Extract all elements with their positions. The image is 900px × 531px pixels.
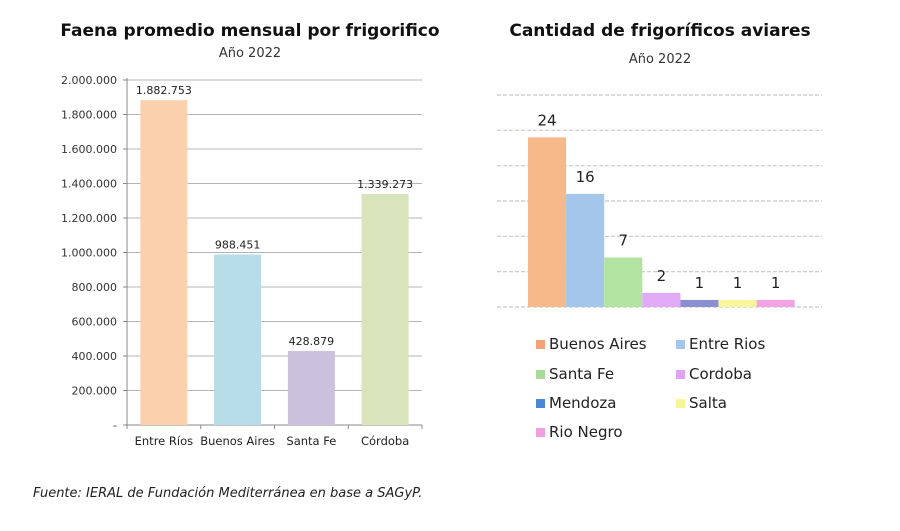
right-chart-title: Cantidad de frigoríficos aviares	[509, 21, 811, 41]
y-tick-label: 1.200.000	[61, 212, 117, 225]
y-tick-label: 400.000	[72, 350, 118, 363]
left-chart: - 200.000 400.000 600.000 800.000 1.000.000 1.…	[61, 74, 423, 448]
data-label: 7	[618, 232, 628, 250]
legend-swatch	[676, 369, 685, 379]
y-tick-label: 600.000	[72, 316, 118, 329]
bar-salta	[718, 299, 757, 307]
legend-item-cordoba: Cordoba	[676, 365, 752, 383]
legend-swatch	[536, 369, 545, 379]
bar-entre-ríos	[140, 100, 188, 426]
data-label: 24	[538, 111, 557, 129]
left-chart-title: Faena promedio mensual por frigorifico	[60, 21, 440, 41]
legend-label: Rio Negro	[549, 423, 623, 441]
y-tick-label: -	[113, 419, 117, 432]
data-label: 988.451	[215, 238, 261, 251]
left-chart-subtitle: Año 2022	[218, 46, 282, 61]
legend-label: Buenos Aires	[549, 335, 647, 353]
legend-swatch	[536, 398, 545, 408]
bar-rio-negro	[756, 299, 795, 307]
bar-santa-fe	[604, 257, 643, 307]
legend-item-mendoza: Mendoza	[536, 394, 616, 412]
legend-item-santa-fe: Santa Fe	[536, 365, 614, 383]
data-label: 1	[695, 274, 705, 292]
legend-swatch	[536, 339, 545, 349]
bar-entre-rios	[566, 193, 605, 307]
y-tick-label: 1.000.000	[61, 247, 117, 260]
x-tick-label: Córdoba	[361, 434, 409, 448]
y-tick-label: 2.000.000	[61, 74, 117, 87]
legend-item-salta: Salta	[676, 394, 727, 412]
y-tick-label: 1.800.000	[61, 109, 117, 122]
data-label: 1.339.273	[357, 178, 413, 191]
y-tick-label: 1.600.000	[61, 143, 117, 156]
x-tick-label: Santa Fe	[286, 434, 336, 448]
bar-mendoza	[680, 299, 719, 307]
data-label: 16	[576, 168, 595, 186]
right-chart-subtitle: Año 2022	[628, 52, 692, 67]
y-tick-label: 800.000	[72, 281, 118, 294]
legend-swatch	[536, 427, 545, 437]
legend-label: Santa Fe	[549, 365, 615, 383]
y-tick-label: 1.400.000	[61, 178, 117, 191]
legend-swatch	[676, 398, 685, 408]
legend-label: Mendoza	[549, 394, 617, 412]
bar-córdoba	[361, 193, 409, 425]
data-label: 428.879	[289, 335, 335, 348]
y-tick-label: 200.000	[72, 385, 118, 398]
x-tick-label: Buenos Aires	[200, 434, 275, 448]
legend-item-entre-rios: Entre Rios	[676, 335, 765, 353]
legend-label: Salta	[689, 394, 727, 412]
legend-item-rio-negro: Rio Negro	[536, 423, 623, 441]
data-label: 1	[733, 274, 743, 292]
data-label: 1.882.753	[136, 84, 192, 97]
data-label: 2	[657, 267, 667, 285]
legend-item-buenos-aires: Buenos Aires	[536, 335, 647, 353]
bar-buenos-aires	[214, 254, 262, 425]
data-label: 1	[771, 274, 781, 292]
legend-swatch	[676, 339, 685, 349]
legend-label: Entre Rios	[689, 335, 766, 353]
bar-cordoba	[642, 292, 681, 307]
legend-label: Cordoba	[689, 365, 752, 383]
right-chart: 24 16 7 2 1 1 1	[497, 94, 822, 308]
bar-santa-fe	[287, 351, 335, 425]
x-tick-label: Entre Ríos	[135, 434, 193, 448]
bar-buenos-aires	[528, 137, 567, 307]
source-note: Fuente: IERAL de Fundación Mediterránea …	[33, 486, 423, 501]
